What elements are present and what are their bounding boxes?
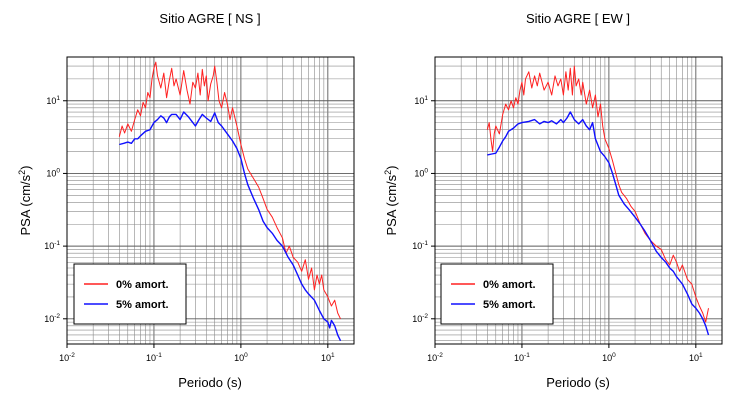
left-chart-ylabel: PSA (cm/s2) [17, 165, 33, 235]
series-line-red [118, 61, 341, 320]
series-line-blue [487, 111, 710, 336]
right-chart-ticks: 10-2 10-1 100 101 10-2 10-1 100 101 [412, 95, 703, 363]
x-tick-label: 10-1 [146, 352, 162, 363]
right-chart-xlabel: Periodo (s) [546, 375, 610, 390]
x-tick-label: 101 [689, 352, 703, 363]
left-chart-frame [66, 56, 355, 345]
left-chart-legend: 0% amort. 5% amort. [73, 263, 187, 325]
legend-label: 0% amort. [116, 279, 169, 291]
right-chart-legend: 0% amort. 5% amort. [440, 263, 554, 325]
left-chart-xlabel: Periodo (s) [178, 375, 242, 390]
x-tick-label: 10-2 [59, 352, 75, 363]
left-chart-title: Sitio AGRE [ NS ] [159, 11, 260, 26]
y-tick-label: 101 [414, 95, 428, 106]
legend-box [73, 263, 187, 325]
legend-label: 5% amort. [116, 299, 169, 311]
legend-label: 5% amort. [483, 299, 536, 311]
y-tick-label: 10-1 [44, 240, 60, 251]
ylabel-text: PSA (cm/s2) [17, 165, 33, 235]
x-tick-label: 100 [602, 352, 616, 363]
ylabel-text: PSA (cm/s2) [383, 165, 399, 235]
legend-label: 0% amort. [483, 279, 536, 291]
y-tick-label: 10-1 [412, 240, 428, 251]
x-tick-label: 10-2 [427, 352, 443, 363]
x-tick-label: 101 [321, 352, 335, 363]
right-chart-panel: Sitio AGRE [ EW ] 10-2 10-1 100 101 10-2 10-1… [383, 11, 723, 390]
y-tick-label: 10-2 [412, 313, 428, 324]
y-tick-label: 10-2 [44, 313, 60, 324]
right-chart-title: Sitio AGRE [ EW ] [526, 11, 630, 26]
y-tick-label: 101 [46, 95, 60, 106]
left-chart-series [118, 61, 342, 342]
left-chart-ticks: 10-2 10-1 100 101 10-2 10-1 100 101 [44, 95, 335, 363]
series-line-red [486, 65, 709, 323]
left-chart-panel: Sitio AGRE [ NS ] 10-2 10-1 100 101 10-2 10-1… [17, 11, 355, 390]
x-tick-label: 10-1 [514, 352, 530, 363]
y-tick-label: 100 [46, 167, 60, 178]
legend-box [440, 263, 554, 325]
y-tick-label: 100 [414, 167, 428, 178]
right-chart-series [486, 65, 710, 336]
series-line-blue [119, 111, 342, 342]
x-tick-label: 100 [234, 352, 248, 363]
right-chart-ylabel: PSA (cm/s2) [383, 165, 399, 235]
right-chart-frame [434, 56, 723, 345]
